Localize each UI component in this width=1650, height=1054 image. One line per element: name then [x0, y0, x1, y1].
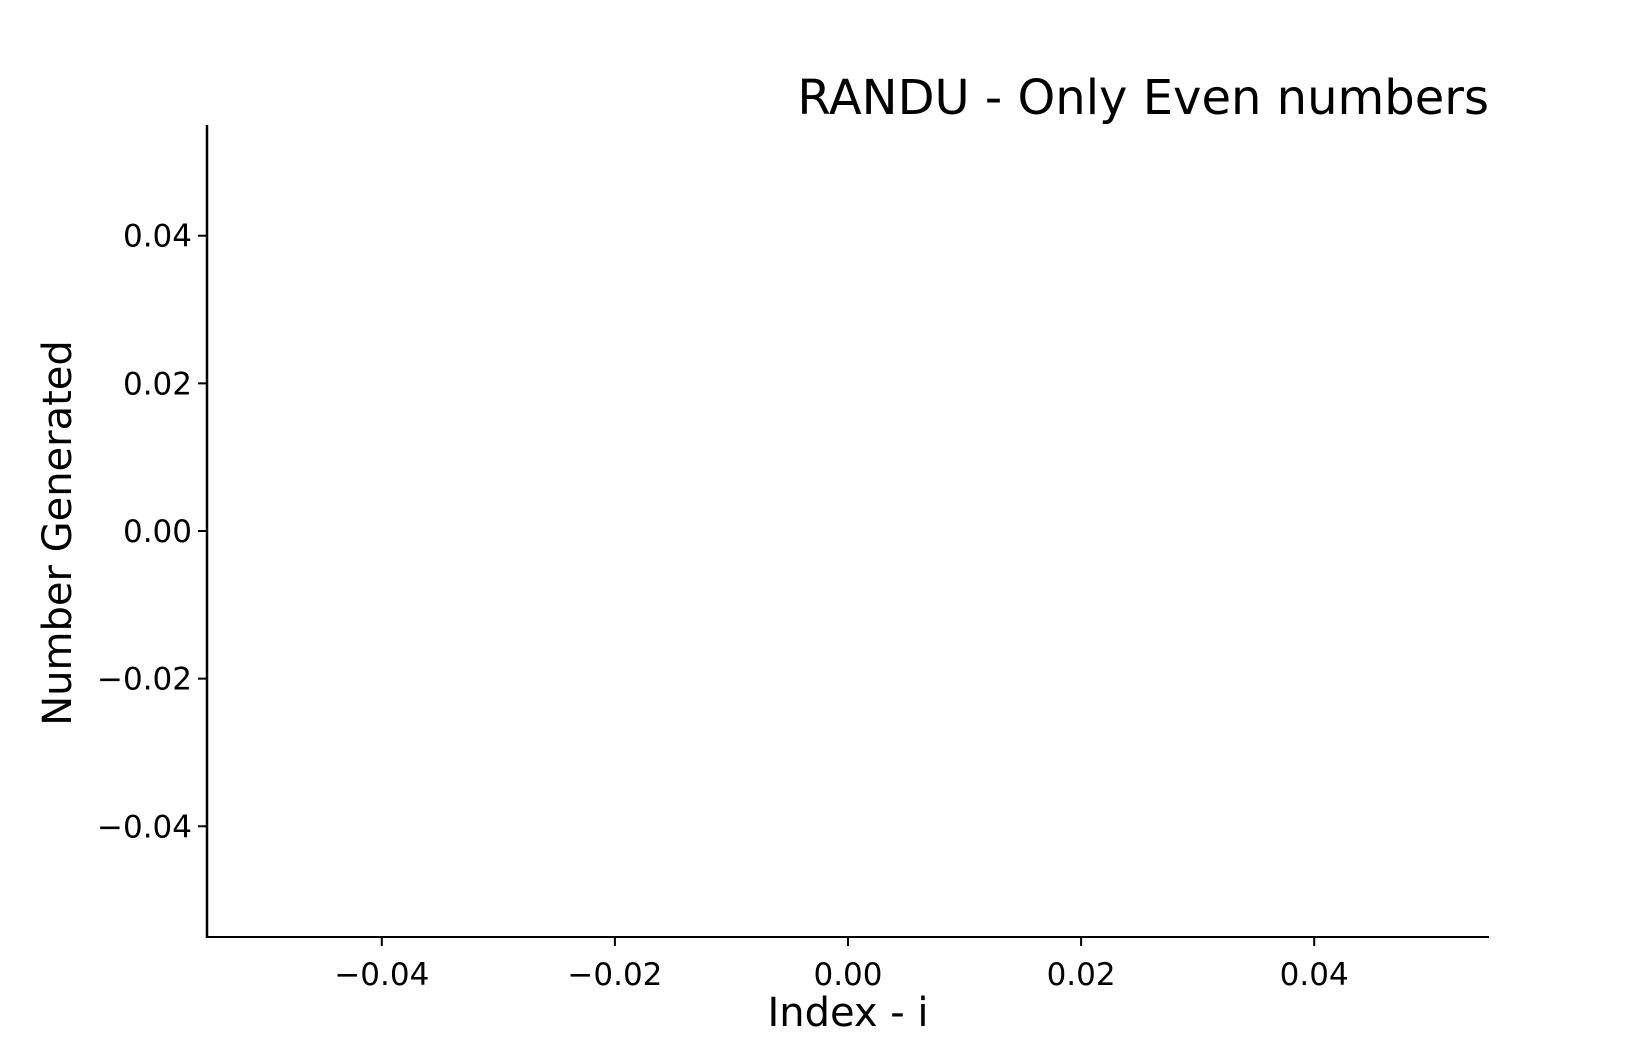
x-axis-label: Index - i: [767, 990, 928, 1036]
x-tick-label: 0.00: [813, 957, 882, 993]
chart-title: RANDU - Only Even numbers: [797, 70, 1489, 126]
x-tick-label: −0.02: [567, 957, 662, 993]
x-axis-ticks: −0.04 −0.02 0.00 0.02 0.04: [334, 937, 1349, 993]
y-tick-label: 0.04: [123, 219, 192, 255]
x-tick-label: −0.04: [334, 957, 429, 993]
y-tick-label: 0.00: [123, 514, 192, 550]
y-axis-ticks: −0.04 −0.02 0.00 0.02 0.04: [97, 219, 207, 845]
y-axis-label: Number Generated: [35, 340, 81, 726]
y-tick-label: −0.02: [97, 662, 192, 698]
y-tick-label: −0.04: [97, 809, 192, 845]
x-tick-label: 0.02: [1047, 957, 1116, 993]
y-tick-label: 0.02: [123, 366, 192, 402]
x-tick-label: 0.04: [1280, 957, 1349, 993]
